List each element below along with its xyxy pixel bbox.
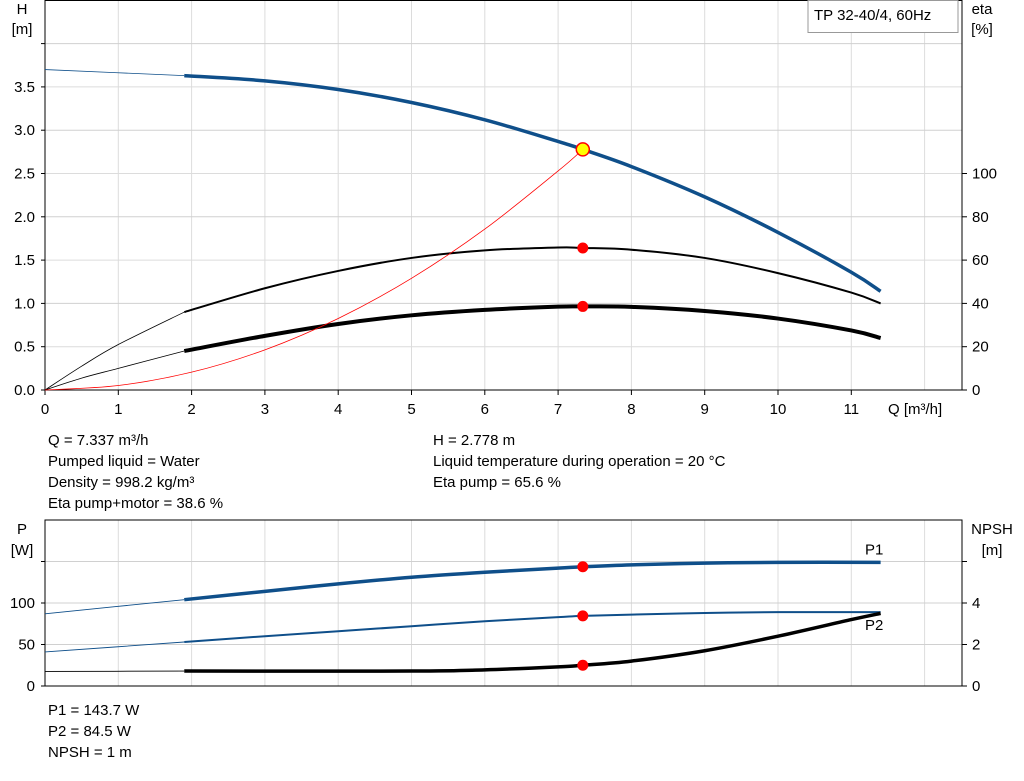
- info-npsh: NPSH = 1 m: [48, 744, 132, 761]
- x-tick-label: 4: [334, 401, 342, 418]
- y-axis-label-right: eta: [972, 1, 994, 18]
- duty-point-eta-pump-motor: [577, 300, 589, 312]
- duty-point-h: [575, 142, 591, 157]
- series-NPSH: [184, 611, 881, 673]
- y-tick-label-left: 1.5: [14, 252, 35, 269]
- y-tick-label-right: 20: [972, 339, 989, 356]
- duty-point-p1: [577, 561, 589, 573]
- y-tick-label-right: 100: [972, 166, 997, 183]
- chart-title: TP 32-40/4, 60Hz: [814, 7, 931, 24]
- legend-box: [807, 0, 959, 33]
- y-axis-unit-left: [W]: [11, 542, 34, 559]
- x-tick-label: 1: [114, 401, 122, 418]
- info-p1: P1 = 143.7 W: [48, 702, 140, 719]
- x-tick-label: 6: [481, 401, 489, 418]
- y-tick-label-right: 2: [972, 637, 980, 654]
- info-temperature: Liquid temperature during operation = 20…: [433, 453, 726, 470]
- x-axis-label: Q [m³/h]: [888, 401, 942, 418]
- y-axis-label-right: NPSH: [971, 521, 1013, 538]
- info-eta-pump: Eta pump = 65.6 %: [433, 474, 561, 491]
- x-tick-label: 2: [187, 401, 195, 418]
- series-label-P2: P2: [865, 617, 883, 634]
- info-h: H = 2.778 m: [433, 432, 516, 449]
- y-axis-unit-left: [m]: [12, 21, 33, 38]
- x-tick-label: 5: [407, 401, 415, 418]
- info-q: Q = 7.337 m³/h: [48, 432, 149, 449]
- series-eta_pump: [183, 246, 881, 314]
- y-tick-label-right: 60: [972, 252, 989, 269]
- series-P1: [184, 560, 881, 602]
- series-label-P1: P1: [865, 541, 883, 558]
- y-tick-label-left: 0.5: [14, 339, 35, 356]
- series-H-extrapolated: [44, 69, 185, 77]
- y-tick-label-right: 0: [972, 678, 980, 695]
- info-density: Density = 998.2 kg/m³: [48, 474, 195, 491]
- info-liquid: Pumped liquid = Water: [48, 453, 200, 470]
- x-tick-label: 3: [261, 401, 269, 418]
- y-tick-label-left: 100: [10, 595, 35, 612]
- x-tick-label: 11: [844, 401, 860, 418]
- y-axis-label-left: H: [17, 1, 28, 18]
- plot-frame: [44, 0, 963, 391]
- duty-point-eta-pump: [577, 242, 589, 254]
- y-tick-label-left: 3.5: [14, 79, 35, 96]
- x-tick-label: 0: [41, 401, 49, 418]
- series-H: [184, 73, 882, 293]
- series-eta_pump_motor: [183, 304, 882, 353]
- duty-point-p2: [577, 610, 589, 622]
- series-eta_pump-extrapolated: [44, 311, 185, 391]
- series-P2: [184, 611, 881, 644]
- y-axis-unit-right: [m]: [982, 542, 1003, 559]
- y-tick-label-right: 80: [972, 209, 989, 226]
- y-tick-label-left: 3.0: [14, 122, 35, 139]
- y-axis-unit-right: [%]: [971, 21, 993, 38]
- y-tick-label-right: 0: [972, 382, 980, 399]
- series-P1-extrapolated: [44, 599, 185, 615]
- series-system-curve: [44, 149, 584, 391]
- y-tick-label-left: 2.0: [14, 209, 35, 226]
- y-tick-label-right: 4: [972, 595, 980, 612]
- duty-point-npsh: [577, 659, 589, 671]
- info-eta-pump-motor: Eta pump+motor = 38.6 %: [48, 495, 224, 512]
- y-tick-label-left: 0.0: [14, 382, 35, 399]
- series-P2-extrapolated: [44, 641, 185, 653]
- info-p2: P2 = 84.5 W: [48, 723, 131, 740]
- y-tick-label-left: 50: [18, 637, 35, 654]
- y-axis-label-left: P: [17, 521, 27, 538]
- x-tick-label: 8: [627, 401, 635, 418]
- x-tick-label: 10: [770, 401, 787, 418]
- y-tick-label-left: 1.0: [14, 295, 35, 312]
- x-tick-label: 9: [701, 401, 709, 418]
- series-eta_pump_motor-extrapolated: [44, 350, 185, 391]
- y-tick-label-left: 0: [27, 678, 35, 695]
- x-tick-label: 7: [554, 401, 562, 418]
- y-tick-label-left: 2.5: [14, 166, 35, 183]
- y-tick-label-right: 40: [972, 295, 989, 312]
